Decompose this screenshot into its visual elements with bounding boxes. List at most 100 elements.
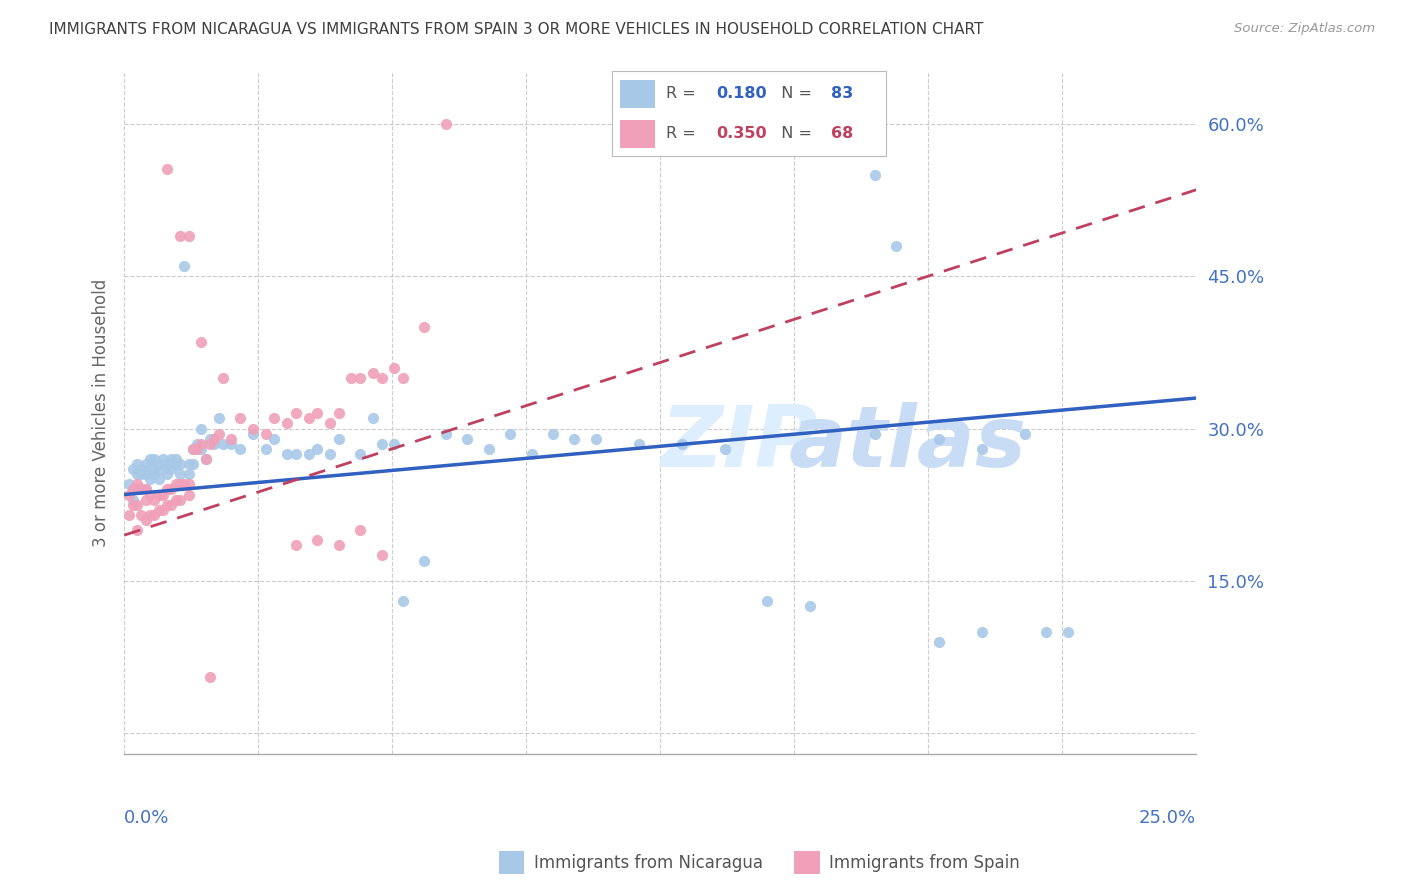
Point: [186, 442, 208, 456]
Point: [139, 472, 162, 486]
Point: [392, 594, 415, 608]
Point: [756, 594, 779, 608]
Point: [190, 335, 212, 350]
Point: [207, 411, 229, 425]
Point: [1014, 426, 1036, 441]
Point: [884, 238, 907, 252]
Bar: [620, 120, 655, 147]
Point: [139, 462, 162, 476]
Point: [263, 411, 285, 425]
Point: [382, 360, 405, 375]
Point: [121, 462, 143, 476]
Point: [671, 436, 693, 450]
Point: [242, 426, 264, 441]
Point: [169, 467, 191, 482]
Point: [456, 432, 478, 446]
Point: [160, 452, 183, 467]
Point: [165, 492, 187, 507]
Point: [229, 411, 252, 425]
Point: [169, 457, 191, 471]
Point: [284, 406, 307, 420]
Point: [434, 426, 457, 441]
Point: [221, 432, 243, 446]
Point: [211, 436, 233, 450]
Point: [307, 406, 329, 420]
Point: [121, 492, 143, 507]
Text: R =: R =: [666, 86, 702, 101]
Point: [139, 487, 162, 501]
Point: [229, 442, 252, 456]
Point: [263, 432, 285, 446]
Point: [221, 436, 243, 450]
Point: [125, 477, 148, 491]
Point: [198, 436, 221, 450]
Point: [135, 483, 157, 497]
Point: [156, 483, 179, 497]
Text: Immigrants from Nicaragua: Immigrants from Nicaragua: [513, 855, 763, 872]
Point: [173, 259, 195, 273]
Text: Source: ZipAtlas.com: Source: ZipAtlas.com: [1234, 22, 1375, 36]
Point: [160, 498, 183, 512]
Text: N =: N =: [770, 86, 817, 101]
Text: 0.0%: 0.0%: [124, 809, 170, 828]
Point: [160, 483, 183, 497]
Point: [131, 467, 153, 482]
Point: [148, 457, 170, 471]
Point: [173, 477, 195, 491]
Text: 83: 83: [831, 86, 853, 101]
Point: [564, 432, 586, 446]
Point: [177, 477, 200, 491]
Point: [165, 452, 187, 467]
Point: [125, 523, 148, 537]
Point: [349, 523, 371, 537]
Point: [139, 452, 162, 467]
Point: [328, 538, 350, 552]
Point: [190, 421, 212, 435]
Text: 25.0%: 25.0%: [1139, 809, 1197, 828]
Point: [169, 492, 191, 507]
Point: [434, 117, 457, 131]
Point: [307, 442, 329, 456]
Point: [135, 483, 157, 497]
Point: [284, 447, 307, 461]
Point: [970, 442, 993, 456]
Point: [392, 370, 415, 384]
Point: [1056, 624, 1078, 639]
Point: [125, 467, 148, 482]
Point: [928, 432, 950, 446]
Point: [799, 599, 821, 614]
Point: [627, 436, 650, 450]
Point: [152, 462, 174, 476]
Point: [478, 442, 501, 456]
Point: [121, 498, 143, 512]
Point: [413, 553, 436, 567]
Point: [135, 513, 157, 527]
Point: [143, 462, 166, 476]
Point: [156, 467, 179, 482]
Point: [1035, 624, 1057, 639]
Point: [131, 483, 153, 497]
Point: [177, 457, 200, 471]
Point: [198, 432, 221, 446]
Point: [125, 483, 148, 497]
Point: [198, 670, 221, 684]
Point: [125, 498, 148, 512]
Point: [177, 467, 200, 482]
Point: [254, 426, 277, 441]
Point: [863, 426, 886, 441]
Point: [190, 442, 212, 456]
Point: [135, 492, 157, 507]
Point: [970, 624, 993, 639]
Point: [284, 538, 307, 552]
Point: [156, 498, 179, 512]
Point: [135, 457, 157, 471]
Point: [177, 487, 200, 501]
Point: [361, 411, 384, 425]
Point: [541, 426, 564, 441]
Point: [202, 432, 225, 446]
Point: [181, 457, 204, 471]
Point: [117, 487, 139, 501]
Point: [117, 508, 139, 522]
Point: [585, 432, 607, 446]
Point: [370, 549, 392, 563]
